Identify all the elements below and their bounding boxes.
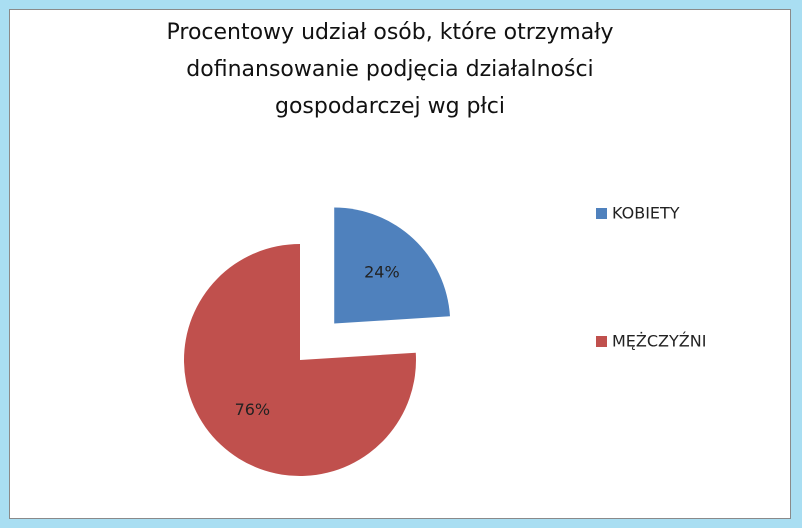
pie-slice <box>184 244 416 476</box>
legend-swatch <box>596 208 607 219</box>
data-label: 24% <box>364 262 400 281</box>
pie-slice <box>334 207 450 324</box>
data-label: 76% <box>235 400 271 419</box>
chart-title: Procentowy udział osób, które otrzymały … <box>166 20 614 119</box>
legend-label: MĘŻCZYŹNI <box>612 332 706 351</box>
legend-label: KOBIETY <box>612 204 680 223</box>
legend-swatch <box>596 336 607 347</box>
